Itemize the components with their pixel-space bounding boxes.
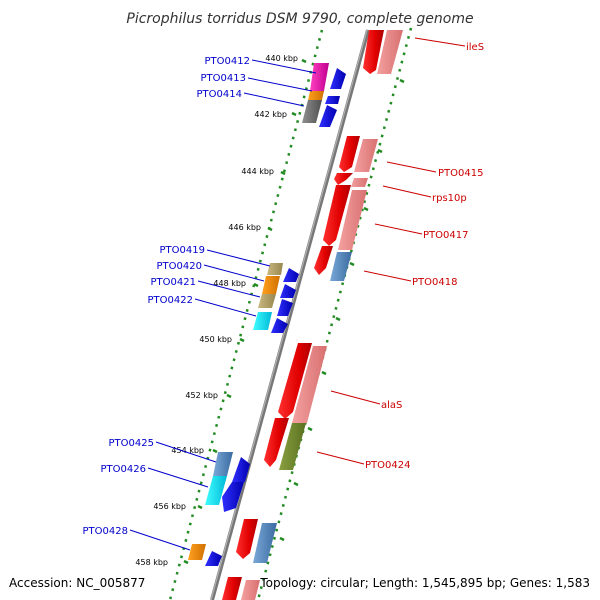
gene-PTO0424-cds — [264, 418, 289, 467]
forward-track-ticks — [279, 78, 405, 542]
tick-458 — [183, 559, 189, 565]
gene-PTO0428-cds — [205, 551, 222, 566]
reverse-label-leaders — [129, 59, 317, 551]
gene-alaS-cds — [278, 343, 312, 419]
tick-450 — [239, 337, 245, 343]
gene-PTO0413-cds — [325, 96, 340, 104]
tick-446 — [267, 226, 273, 232]
reverse-outer-track — [168, 29, 324, 600]
gene-alaS-rna — [292, 346, 327, 423]
gene-unlabeled-pink-2 — [241, 580, 260, 600]
gene-PTO0412-cds — [330, 68, 346, 89]
gene-PTO0421-cds — [277, 299, 293, 316]
gene-PTO0415-cds — [339, 136, 360, 172]
gene-label-alaS: alaS — [381, 400, 402, 411]
gene-label-PTO0424: PTO0424 — [365, 460, 410, 471]
scale-label-444: 444 kbp — [241, 167, 274, 176]
gene-PTO0420-cds — [280, 284, 296, 298]
gene-PTO0426-feature — [205, 476, 227, 505]
scale-ticks — [183, 58, 307, 565]
tick-452 — [226, 393, 232, 399]
gene-rps10p-cds — [334, 173, 353, 185]
scale-label-450: 450 kbp — [199, 335, 232, 344]
scale-label-442: 442 kbp — [254, 110, 287, 119]
gene-label-PTO0426: PTO0426 — [101, 464, 146, 475]
gene-label-ileS: ileS — [466, 42, 484, 53]
gene-label-PTO0414: PTO0414 — [197, 89, 242, 100]
gene-PTO0426-cds — [222, 482, 244, 512]
gene-label-PTO0413: PTO0413 — [201, 73, 246, 84]
gene-PTO0415-rna — [354, 139, 378, 172]
gene-label-PTO0428: PTO0428 — [83, 526, 128, 537]
gene-label-PTO0418: PTO0418 — [412, 277, 457, 288]
gene-PTO0418-cds — [330, 252, 352, 281]
forward-gene-labels: ileS PTO0415 rps10p PTO0417 PTO0418 alaS… — [365, 42, 484, 471]
gene-ileS-cds — [363, 30, 384, 74]
gene-label-PTO0415: PTO0415 — [438, 168, 483, 179]
forward-genes — [222, 30, 403, 600]
accession-text: Accession: NC_005877 — [9, 576, 145, 590]
gene-unlabeled-steel-1 — [253, 523, 277, 563]
gene-PTO0424-rna — [279, 423, 306, 470]
reverse-genes — [188, 63, 346, 566]
gene-PTO0417-cds — [323, 185, 351, 246]
scale-label-452: 452 kbp — [185, 391, 218, 400]
scale-label-456: 456 kbp — [153, 502, 186, 511]
gene-label-PTO0421: PTO0421 — [151, 277, 196, 288]
scale-label-458: 458 kbp — [135, 558, 168, 567]
gene-PTO0428-feature — [188, 544, 206, 560]
gene-label-PTO0417: PTO0417 — [423, 230, 468, 241]
tick-448 — [253, 282, 259, 288]
genome-backbone — [210, 29, 370, 600]
gene-ileS-rna — [377, 30, 403, 74]
gene-PTO0421-feature — [258, 294, 276, 308]
gene-label-PTO0419: PTO0419 — [160, 245, 205, 256]
tick-440 — [301, 58, 307, 64]
gene-PTO0420-feature — [262, 276, 280, 294]
gene-PTO0413-feature — [308, 91, 324, 100]
gene-PTO0417-cds-b — [314, 246, 333, 275]
gene-PTO0425-feature — [213, 452, 233, 476]
gene-label-PTO0422: PTO0422 — [148, 295, 193, 306]
tick-456 — [197, 504, 203, 510]
gene-PTO0412-feature — [310, 63, 329, 91]
track-guides — [168, 27, 413, 600]
scale-label-454: 454 kbp — [171, 446, 204, 455]
gene-label-PTO0412: PTO0412 — [205, 56, 250, 67]
gene-PTO0414-feature — [302, 100, 322, 123]
scale-labels: 440 kbp 442 kbp 444 kbp 446 kbp 448 kbp … — [135, 54, 298, 567]
topology-text: Topology: circular; Length: 1,545,895 bp… — [259, 576, 590, 590]
gene-label-rps10p: rps10p — [432, 193, 467, 204]
gene-PTO0419-feature — [267, 263, 283, 275]
scale-label-446: 446 kbp — [228, 223, 261, 232]
gene-unlabeled-red-1 — [236, 519, 258, 559]
gene-label-PTO0420: PTO0420 — [157, 261, 202, 272]
tick-454 — [212, 448, 218, 454]
scale-label-440: 440 kbp — [265, 54, 298, 63]
tick-442 — [291, 111, 297, 117]
genome-backbone-highlight — [210, 29, 368, 600]
reverse-gene-labels: PTO0412 PTO0413 PTO0414 PTO0419 PTO0420 … — [83, 56, 250, 537]
gene-label-PTO0425: PTO0425 — [109, 438, 154, 449]
gene-PTO0414-cds — [319, 105, 337, 127]
gene-PTO0425-cds — [232, 457, 250, 482]
gene-PTO0422-feature — [253, 312, 272, 330]
gene-PTO0419-cds — [283, 268, 299, 282]
forward-label-leaders — [316, 37, 466, 465]
gene-PTO0417-rna — [338, 190, 367, 250]
tick-444 — [280, 170, 286, 176]
scale-label-448: 448 kbp — [213, 279, 246, 288]
gene-PTO0422-cds — [271, 318, 288, 333]
gene-rps10p-rna — [351, 178, 368, 187]
gene-unlabeled-red-2 — [222, 577, 242, 600]
forward-outer-track — [256, 27, 413, 600]
genome-title: Picrophilus torridus DSM 9790, complete … — [126, 11, 473, 27]
